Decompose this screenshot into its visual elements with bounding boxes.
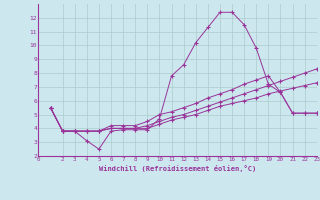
X-axis label: Windchill (Refroidissement éolien,°C): Windchill (Refroidissement éolien,°C) <box>99 165 256 172</box>
